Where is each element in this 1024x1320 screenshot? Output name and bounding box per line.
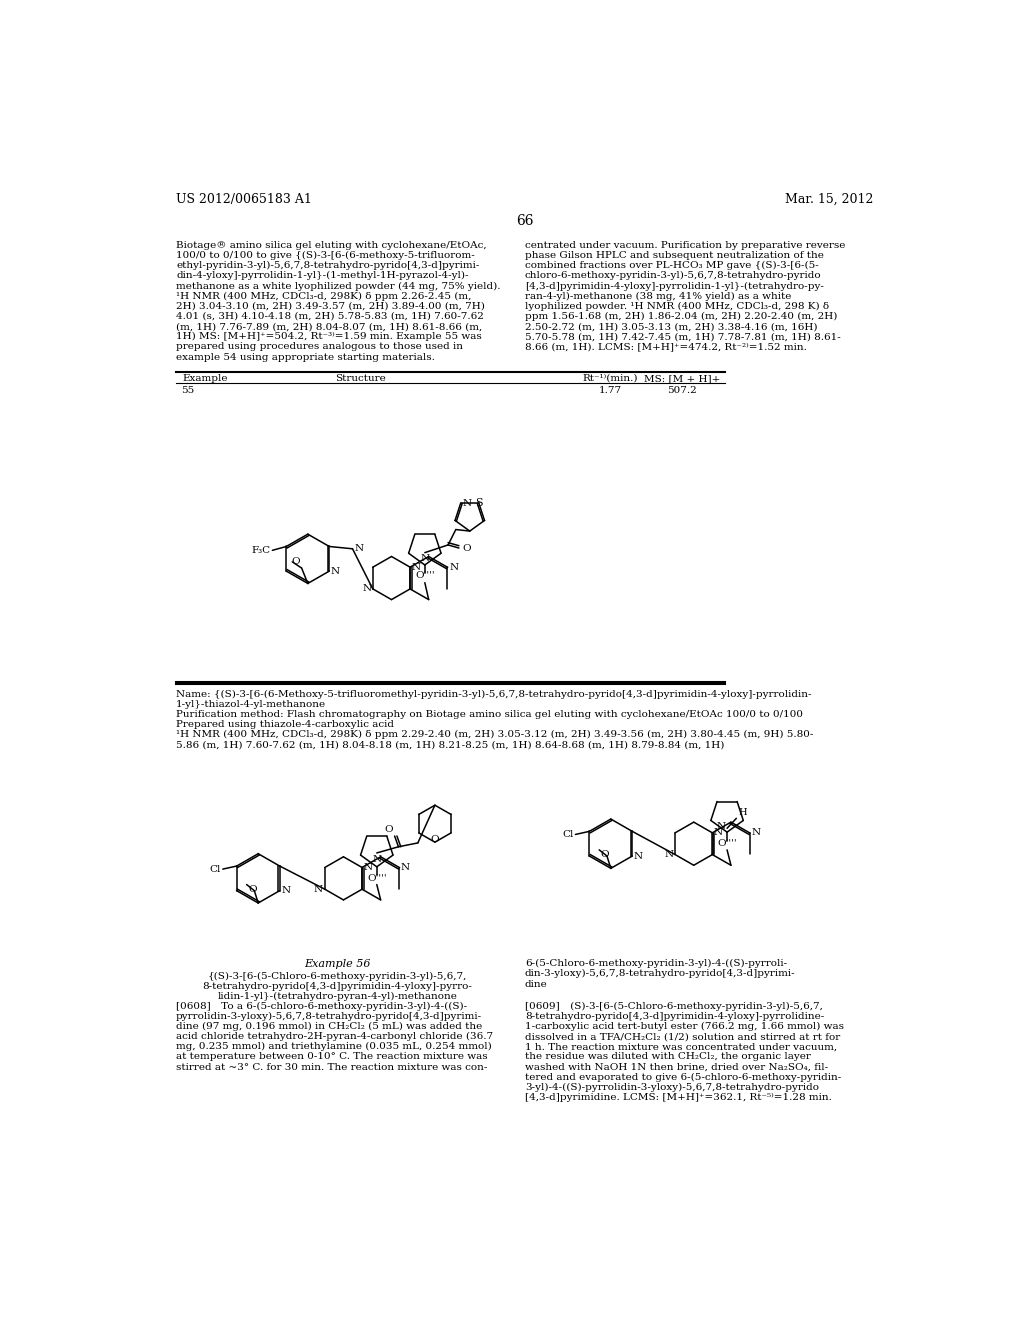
Text: 55: 55 [181,387,195,395]
Text: N: N [364,863,373,873]
Text: 8-tetrahydro-pyrido[4,3-d]pyrimidin-4-yloxy]-pyrro-: 8-tetrahydro-pyrido[4,3-d]pyrimidin-4-yl… [203,982,472,991]
Text: dissolved in a TFA/CH₂Cl₂ (1/2) solution and stirred at rt for: dissolved in a TFA/CH₂Cl₂ (1/2) solution… [524,1032,840,1041]
Text: N: N [634,851,643,861]
Text: mg, 0.235 mmol) and triethylamine (0.035 mL, 0.254 mmol): mg, 0.235 mmol) and triethylamine (0.035… [176,1043,492,1051]
Text: chloro-6-methoxy-pyridin-3-yl)-5,6,7,8-tetrahydro-pyrido: chloro-6-methoxy-pyridin-3-yl)-5,6,7,8-t… [524,272,821,280]
Text: washed with NaOH 1N then brine, dried over Na₂SO₄, fil-: washed with NaOH 1N then brine, dried ov… [524,1063,828,1072]
Text: Prepared using thiazole-4-carboxylic acid: Prepared using thiazole-4-carboxylic aci… [176,721,394,729]
Text: 1.77: 1.77 [598,387,622,395]
Text: Name: {(S)-3-[6-(6-Methoxy-5-trifluoromethyl-pyridin-3-yl)-5,6,7,8-tetrahydro-py: Name: {(S)-3-[6-(6-Methoxy-5-trifluorome… [176,689,812,698]
Text: N: N [714,829,723,837]
Text: Cl: Cl [210,865,221,874]
Text: Example: Example [182,374,227,383]
Text: stirred at ~3° C. for 30 min. The reaction mixture was con-: stirred at ~3° C. for 30 min. The reacti… [176,1063,487,1072]
Text: N: N [752,829,761,837]
Text: combined fractions over PL-HCO₃ MP gave {(S)-3-[6-(5-: combined fractions over PL-HCO₃ MP gave … [524,261,818,271]
Text: ppm 1.56-1.68 (m, 2H) 1.86-2.04 (m, 2H) 2.20-2.40 (m, 2H): ppm 1.56-1.68 (m, 2H) 1.86-2.04 (m, 2H) … [524,312,838,321]
Text: [0608] To a 6-(5-chloro-6-methoxy-pyridin-3-yl)-4-((S)-: [0608] To a 6-(5-chloro-6-methoxy-pyridi… [176,1002,467,1011]
Text: N: N [450,562,458,572]
Text: N: N [282,886,291,895]
Text: N: N [462,499,471,508]
Text: 507.2: 507.2 [668,387,697,395]
Text: Purification method: Flash chromatography on Biotage amino silica gel eluting wi: Purification method: Flash chromatograph… [176,710,803,719]
Text: example 54 using appropriate starting materials.: example 54 using appropriate starting ma… [176,352,435,362]
Text: [4,3-d]pyrimidin-4-yloxy]-pyrrolidin-1-yl}-(tetrahydro-py-: [4,3-d]pyrimidin-4-yloxy]-pyrrolidin-1-y… [524,281,823,290]
Text: O: O [430,834,439,843]
Text: S: S [475,498,482,508]
Text: N: N [331,566,340,576]
Text: MS: [M + H]+: MS: [M + H]+ [644,374,720,383]
Text: Mar. 15, 2012: Mar. 15, 2012 [785,193,873,206]
Text: din-4-yloxy]-pyrrolidin-1-yl}-(1-methyl-1H-pyrazol-4-yl)-: din-4-yloxy]-pyrrolidin-1-yl}-(1-methyl-… [176,272,469,280]
Text: 8-tetrahydro-pyrido[4,3-d]pyrimidin-4-yloxy]-pyrrolidine-: 8-tetrahydro-pyrido[4,3-d]pyrimidin-4-yl… [524,1011,824,1020]
Text: N: N [354,544,364,553]
Text: N: N [362,585,371,593]
Text: US 2012/0065183 A1: US 2012/0065183 A1 [176,193,312,206]
Text: 4.01 (s, 3H) 4.10-4.18 (m, 2H) 5.78-5.83 (m, 1H) 7.60-7.62: 4.01 (s, 3H) 4.10-4.18 (m, 2H) 5.78-5.83… [176,312,484,321]
Text: O'''': O'''' [717,840,737,849]
Text: acid chloride tetrahydro-2H-pyran-4-carbonyl chloride (36.7: acid chloride tetrahydro-2H-pyran-4-carb… [176,1032,494,1041]
Text: ¹H NMR (400 MHz, CDCl₃-d, 298K) δ ppm 2.26-2.45 (m,: ¹H NMR (400 MHz, CDCl₃-d, 298K) δ ppm 2.… [176,292,471,301]
Text: N: N [372,855,381,865]
Text: O: O [248,884,257,894]
Text: O: O [601,850,609,859]
Text: 2H) 3.04-3.10 (m, 2H) 3.49-3.57 (m, 2H) 3.89-4.00 (m, 7H): 2H) 3.04-3.10 (m, 2H) 3.49-3.57 (m, 2H) … [176,302,485,310]
Text: 1-carboxylic acid tert-butyl ester (766.2 mg, 1.66 mmol) was: 1-carboxylic acid tert-butyl ester (766.… [524,1022,844,1031]
Text: ¹H NMR (400 MHz, CDCl₃-d, 298K) δ ppm 2.29-2.40 (m, 2H) 3.05-3.12 (m, 2H) 3.49-3: ¹H NMR (400 MHz, CDCl₃-d, 298K) δ ppm 2.… [176,730,813,739]
Text: O: O [462,544,471,553]
Text: phase Gilson HPLC and subsequent neutralization of the: phase Gilson HPLC and subsequent neutral… [524,251,823,260]
Text: at temperature between 0-10° C. The reaction mixture was: at temperature between 0-10° C. The reac… [176,1052,487,1061]
Text: din-3-yloxy)-5,6,7,8-tetrahydro-pyrido[4,3-d]pyrimi-: din-3-yloxy)-5,6,7,8-tetrahydro-pyrido[4… [524,969,796,978]
Text: 1-yl}-thiazol-4-yl-methanone: 1-yl}-thiazol-4-yl-methanone [176,700,327,709]
Text: Rt⁻¹⁾(min.): Rt⁻¹⁾(min.) [583,374,638,383]
Text: N: N [717,821,726,830]
Text: 6-(5-Chloro-6-methoxy-pyridin-3-yl)-4-((S)-pyrroli-: 6-(5-Chloro-6-methoxy-pyridin-3-yl)-4-((… [524,960,786,969]
Text: lidin-1-yl}-(tetrahydro-pyran-4-yl)-methanone: lidin-1-yl}-(tetrahydro-pyran-4-yl)-meth… [217,991,457,1001]
Text: H: H [738,808,746,817]
Text: {(S)-3-[6-(5-Chloro-6-methoxy-pyridin-3-yl)-5,6,7,: {(S)-3-[6-(5-Chloro-6-methoxy-pyridin-3-… [208,972,467,981]
Text: O: O [292,557,300,566]
Text: lyophilized powder. ¹H NMR (400 MHz, CDCl₃-d, 298 K) δ: lyophilized powder. ¹H NMR (400 MHz, CDC… [524,302,828,312]
Text: the residue was diluted with CH₂Cl₂, the organic layer: the residue was diluted with CH₂Cl₂, the… [524,1052,811,1061]
Text: N: N [412,562,421,572]
Text: N: N [401,863,411,873]
Text: 5.70-5.78 (m, 1H) 7.42-7.45 (m, 1H) 7.78-7.81 (m, 1H) 8.61-: 5.70-5.78 (m, 1H) 7.42-7.45 (m, 1H) 7.78… [524,333,841,342]
Text: 100/0 to 0/100 to give {(S)-3-[6-(6-methoxy-5-trifluorom-: 100/0 to 0/100 to give {(S)-3-[6-(6-meth… [176,251,475,260]
Text: pyrrolidin-3-yloxy)-5,6,7,8-tetrahydro-pyrido[4,3-d]pyrimi-: pyrrolidin-3-yloxy)-5,6,7,8-tetrahydro-p… [176,1011,482,1020]
Text: N: N [665,850,674,859]
Text: centrated under vacuum. Purification by preparative reverse: centrated under vacuum. Purification by … [524,240,845,249]
Text: F₃C: F₃C [252,546,270,554]
Text: O'''': O'''' [367,874,387,883]
Text: Structure: Structure [335,374,386,383]
Text: O'''': O'''' [415,572,434,581]
Text: 5.86 (m, 1H) 7.60-7.62 (m, 1H) 8.04-8.18 (m, 1H) 8.21-8.25 (m, 1H) 8.64-8.68 (m,: 5.86 (m, 1H) 7.60-7.62 (m, 1H) 8.04-8.18… [176,741,724,750]
Text: prepared using procedures analogous to those used in: prepared using procedures analogous to t… [176,342,463,351]
Text: (m, 1H) 7.76-7.89 (m, 2H) 8.04-8.07 (m, 1H) 8.61-8.66 (m,: (m, 1H) 7.76-7.89 (m, 2H) 8.04-8.07 (m, … [176,322,482,331]
Text: Example 56: Example 56 [304,960,371,969]
Text: tered and evaporated to give 6-(5-chloro-6-methoxy-pyridin-: tered and evaporated to give 6-(5-chloro… [524,1073,841,1082]
Text: N: N [314,884,324,894]
Text: Biotage® amino silica gel eluting with cyclohexane/EtOAc,: Biotage® amino silica gel eluting with c… [176,240,486,249]
Text: 1 h. The reaction mixture was concentrated under vacuum,: 1 h. The reaction mixture was concentrat… [524,1043,837,1051]
Text: dine (97 mg, 0.196 mmol) in CH₂Cl₂ (5 mL) was added the: dine (97 mg, 0.196 mmol) in CH₂Cl₂ (5 mL… [176,1022,482,1031]
Text: 66: 66 [516,214,534,228]
Text: 1H) MS: [M+H]⁺=504.2, Rt⁻³⁾=1.59 min. Example 55 was: 1H) MS: [M+H]⁺=504.2, Rt⁻³⁾=1.59 min. Ex… [176,333,482,342]
Text: dine: dine [524,979,548,989]
Text: [4,3-d]pyrimidine. LCMS: [M+H]⁺=362.1, Rt⁻⁵⁾=1.28 min.: [4,3-d]pyrimidine. LCMS: [M+H]⁺=362.1, R… [524,1093,831,1102]
Text: methanone as a white lyophilized powder (44 mg, 75% yield).: methanone as a white lyophilized powder … [176,281,501,290]
Text: [0609] (S)-3-[6-(5-Chloro-6-methoxy-pyridin-3-yl)-5,6,7,: [0609] (S)-3-[6-(5-Chloro-6-methoxy-pyri… [524,1002,822,1011]
Text: ran-4-yl)-methanone (38 mg, 41% yield) as a white: ran-4-yl)-methanone (38 mg, 41% yield) a… [524,292,792,301]
Text: N: N [420,553,429,562]
Text: O: O [384,825,393,834]
Text: 3-yl)-4-((S)-pyrrolidin-3-yloxy)-5,6,7,8-tetrahydro-pyrido: 3-yl)-4-((S)-pyrrolidin-3-yloxy)-5,6,7,8… [524,1082,819,1092]
Text: 8.66 (m, 1H). LCMS: [M+H]⁺=474.2, Rt⁻²⁾=1.52 min.: 8.66 (m, 1H). LCMS: [M+H]⁺=474.2, Rt⁻²⁾=… [524,342,807,351]
Text: 2.50-2.72 (m, 1H) 3.05-3.13 (m, 2H) 3.38-4.16 (m, 16H): 2.50-2.72 (m, 1H) 3.05-3.13 (m, 2H) 3.38… [524,322,817,331]
Text: ethyl-pyridin-3-yl)-5,6,7,8-tetrahydro-pyrido[4,3-d]pyrimi-: ethyl-pyridin-3-yl)-5,6,7,8-tetrahydro-p… [176,261,479,271]
Text: Cl: Cl [562,830,573,840]
